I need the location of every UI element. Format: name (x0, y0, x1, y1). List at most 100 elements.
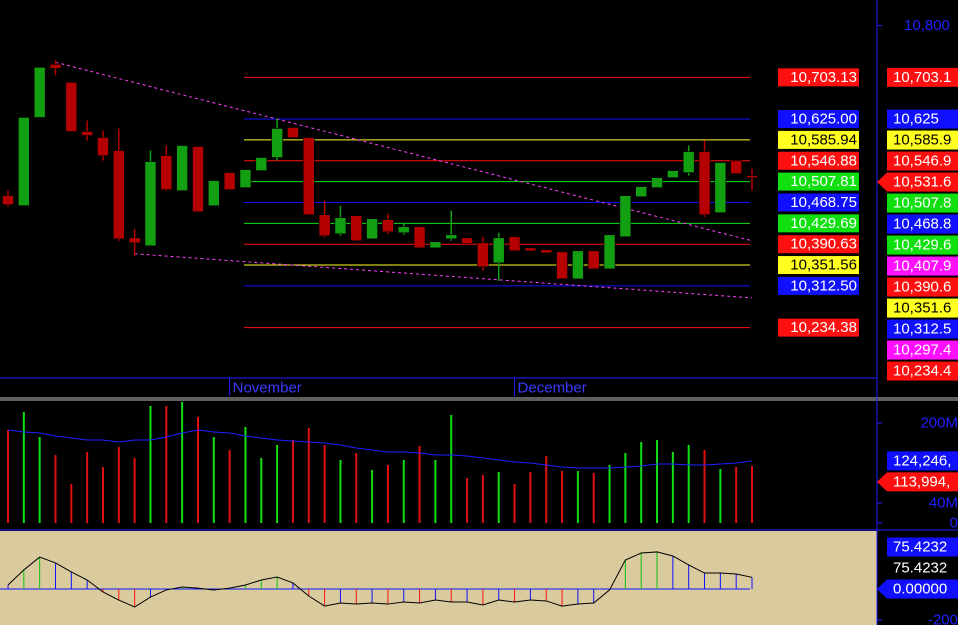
volume-bar (719, 469, 722, 523)
candle-body (350, 215, 363, 242)
axis-tag-label: 0.00000 (893, 581, 947, 598)
volume-bar (545, 456, 548, 523)
axis-tag (887, 298, 958, 318)
axis-tag (887, 558, 958, 578)
axis-tag-label: 10,351.6 (893, 300, 951, 317)
candle-body (714, 162, 727, 214)
axis-tag (887, 214, 958, 234)
candle-body (667, 170, 679, 178)
candle-body (382, 219, 394, 233)
candle-body (508, 236, 521, 252)
volume-bar (260, 458, 263, 523)
axis-tag-label: 10,468.8 (893, 216, 951, 233)
candle-body (477, 242, 489, 268)
candle-body (255, 157, 268, 171)
date-label: November (233, 380, 302, 397)
axis-tag-label: 10,703.1 (893, 69, 951, 86)
candle-body (429, 241, 442, 249)
axis-tag-label: 10,546.9 (893, 153, 951, 170)
axis-tag (887, 151, 958, 171)
candle-body (587, 250, 600, 270)
volume-bar (276, 445, 279, 523)
level-tag (778, 130, 859, 149)
candle-body (730, 160, 742, 174)
candle-body (2, 195, 14, 205)
level-tag (778, 318, 859, 337)
candle-body (746, 175, 758, 178)
level-tag (778, 172, 859, 191)
axis-tag (887, 67, 958, 87)
candle-body (318, 214, 331, 237)
axis-tag (887, 579, 958, 599)
axis-tag (887, 340, 958, 360)
volume-bar (513, 484, 516, 523)
volume-bar (339, 460, 342, 523)
level-tag (778, 256, 859, 275)
axis-tag (887, 361, 958, 381)
volume-bar (133, 458, 136, 523)
candle-body (97, 137, 109, 156)
axis-tag (887, 472, 958, 492)
axis-tag (887, 235, 958, 255)
axis-tag-label: 10,531.6 (893, 174, 951, 191)
candle-body (18, 117, 30, 207)
candle-body (49, 64, 62, 69)
volume-bar (735, 467, 738, 523)
candle-body (65, 82, 78, 132)
axis-tag (887, 130, 958, 150)
volume-bar (687, 445, 690, 523)
candle-body (287, 127, 299, 138)
axis-tag (887, 319, 958, 339)
level-tag (778, 214, 859, 233)
y-tick-label: 40M (929, 495, 958, 512)
volume-bar (149, 406, 152, 523)
oscillator-line (7, 551, 753, 608)
volume-bar (529, 472, 532, 523)
level-label: 10,234.38 (790, 319, 857, 336)
candle-body (397, 226, 410, 234)
volume-bar (244, 427, 247, 523)
volume-bar (291, 440, 294, 523)
y-tick-label: -200 (928, 612, 958, 625)
volume-bar (466, 478, 469, 523)
volume-bar (307, 428, 310, 523)
candle-body (271, 128, 283, 158)
date-label: December (518, 380, 587, 397)
candle-body (492, 237, 505, 264)
level-label: 10,507.81 (790, 173, 857, 190)
candle-body (302, 137, 315, 216)
volume-bar (640, 442, 643, 523)
axis-tag-label: 124,246, (893, 452, 951, 469)
volume-bar (608, 465, 611, 523)
level-tag (778, 151, 859, 170)
candle-body (413, 226, 426, 249)
candle-body (239, 169, 252, 188)
volume-bar (418, 446, 421, 523)
volume-bar (228, 450, 231, 523)
volume-bar (497, 472, 500, 523)
level-label: 10,625.00 (790, 111, 857, 128)
candle-body (540, 249, 553, 254)
volume-bar (70, 484, 73, 523)
level-label: 10,546.88 (790, 152, 857, 169)
tag-arrow (877, 172, 887, 192)
volume-bar (703, 450, 706, 523)
axis-tag (887, 172, 958, 192)
axis-tag-label: 10,297.4 (893, 342, 951, 359)
volume-bar (117, 447, 120, 523)
candle-body (619, 195, 632, 238)
axis-tag-label: 10,507.8 (893, 195, 951, 212)
oscillator-background (0, 531, 877, 625)
candle-body (698, 151, 711, 216)
y-tick-label: 200M (920, 415, 958, 432)
candle-body (651, 177, 663, 188)
axis-tag (887, 277, 958, 297)
axis-tag-label: 10,234.4 (893, 363, 951, 380)
volume-bar (576, 471, 579, 523)
level-label: 10,429.69 (790, 215, 857, 232)
axis-tag-label: 10,429.6 (893, 237, 951, 254)
candle-body (524, 247, 537, 252)
tag-arrow (877, 579, 887, 599)
volume-bar (671, 452, 674, 523)
